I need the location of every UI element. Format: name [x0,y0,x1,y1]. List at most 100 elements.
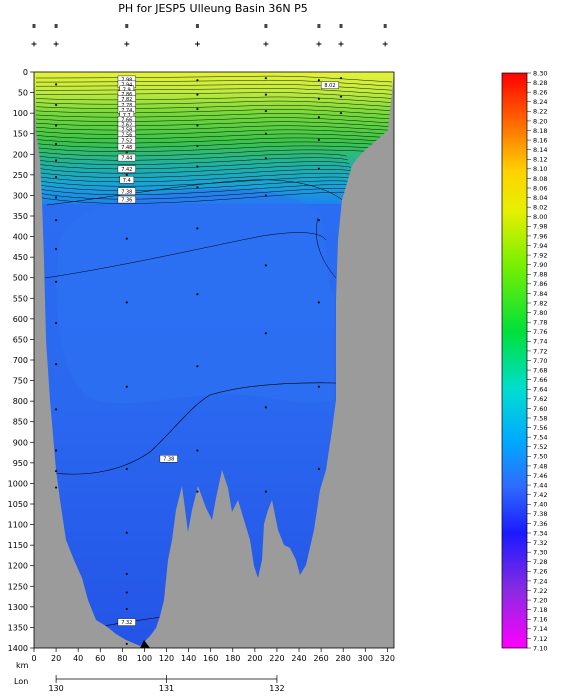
sample-point [54,408,58,411]
sample-point [125,607,128,611]
station-plus [263,41,269,47]
sample-point [54,103,58,107]
sample-point [54,449,58,452]
station-plus [194,41,200,47]
colorbar-tick-label: 7.74 [533,338,547,346]
colorbar-tick-label: 7.84 [533,290,547,298]
colorbar-tick-label: 7.36 [533,520,547,528]
y-tick-label: 900 [13,438,28,447]
sample-point [196,79,199,82]
sample-point [339,95,343,98]
contour-label: 7.66 [121,118,132,124]
contour-line [35,92,393,99]
colorbar-frame [501,72,528,649]
colorbar-ticks: 8.30 8.28 8.268.24 8.228.20 8.188.16 8.14 8.12… [527,69,547,652]
y-tick-label: 850 [13,418,28,427]
contour-label: 7.4 [123,178,131,184]
y-tick-label: 250 [13,171,28,180]
x-tick-label: 240 [291,654,306,663]
contour-label: 7.62 [121,123,132,129]
contour-line [35,137,393,144]
colorbar-tick-label: 8.16 [533,136,547,144]
x-tick-label: 100 [137,654,152,663]
colorbar-tick-label: 7.80 [533,309,547,317]
sample-point [54,159,58,162]
colorbar-tick-label: 7.32 [533,539,547,547]
sample-point [54,321,58,325]
sample-point [264,157,268,160]
sample-point [196,124,199,127]
y-tick-label: 1400 [8,644,28,653]
sample-point [125,301,128,304]
sample-point [317,301,321,304]
x-axis-label: km [16,661,29,670]
colorbar-tick-label: 8.24 [533,98,547,106]
y-tick-label: 950 [13,459,28,468]
y-tick-label: 750 [13,377,28,386]
sample-point [125,151,128,154]
sample-point [125,642,128,645]
contour-label-box [117,195,136,204]
x-tick-label: 80 [117,654,127,663]
sample-point [264,490,268,493]
station-plus [316,41,322,47]
contour-label-box [117,165,136,173]
contour-labels: 7.987.947.97.867.827.787.747.77.667.627.… [117,75,339,626]
colorbar-tick-label: 8.26 [533,89,547,97]
y-tick-label: 50 [18,89,28,98]
colorbar-tick-label: 8.06 [533,184,547,192]
colorbar-tick-label: 7.40 [533,501,547,509]
colorbar-tick-label: 8.18 [533,127,547,135]
contour-label: 7.58 [121,128,132,134]
sample-point [264,332,268,335]
contour-label: 7.82 [121,97,132,103]
colorbar-tick-label: 8.00 [533,213,547,221]
station-plus [53,41,59,47]
x-tick-label: 320 [380,654,395,663]
contour-label: 7.9 [123,87,131,93]
sample-point [54,196,58,199]
y-tick-label: 500 [13,274,28,283]
contour-label: 7.48 [121,145,132,151]
contour-label: 7.38 [121,189,132,195]
contour-label: 7.56 [121,133,132,139]
station-marks [31,24,388,47]
y-tick-label: 550 [13,294,28,303]
sample-point [264,406,268,409]
sample-point [54,219,58,222]
y-tick-label: 800 [13,397,28,406]
contour-line [35,145,393,152]
contour-label: 7.42 [121,167,132,173]
contour-line [315,217,337,279]
colorbar-tick-label: 7.16 [533,616,547,624]
contour-line [35,153,347,161]
sample-point [125,237,128,240]
contour-line [35,88,393,95]
x-tick-label: 0 [31,654,36,663]
sample-point [317,138,321,141]
lon-axis: Lon 130 131 132 [14,675,285,693]
contour-label: 7.86 [121,92,132,98]
contour-line [35,79,393,87]
colorbar-tick-label: 7.78 [533,319,547,327]
x-tick-label: 60 [95,654,105,663]
sample-point [196,107,199,111]
colorbar-tick-label: 7.68 [533,366,547,374]
y-tick-label: 200 [13,150,28,159]
contour-line [35,113,393,120]
contour-line [35,109,393,116]
contour-label-box [117,153,136,162]
sample-point [125,531,128,534]
contour-label-box [117,187,136,196]
x-tick-label: 120 [159,654,174,663]
colorbar-tick-label: 7.76 [533,328,547,336]
sample-point [54,486,58,489]
colorbar-tick-label: 7.64 [533,386,547,394]
station-id-mark [32,24,36,28]
station-id-mark [125,24,129,28]
contour-line [35,133,393,139]
contour-line [35,191,362,204]
lon-tick-label: 130 [48,684,63,693]
sample-point [125,591,128,594]
